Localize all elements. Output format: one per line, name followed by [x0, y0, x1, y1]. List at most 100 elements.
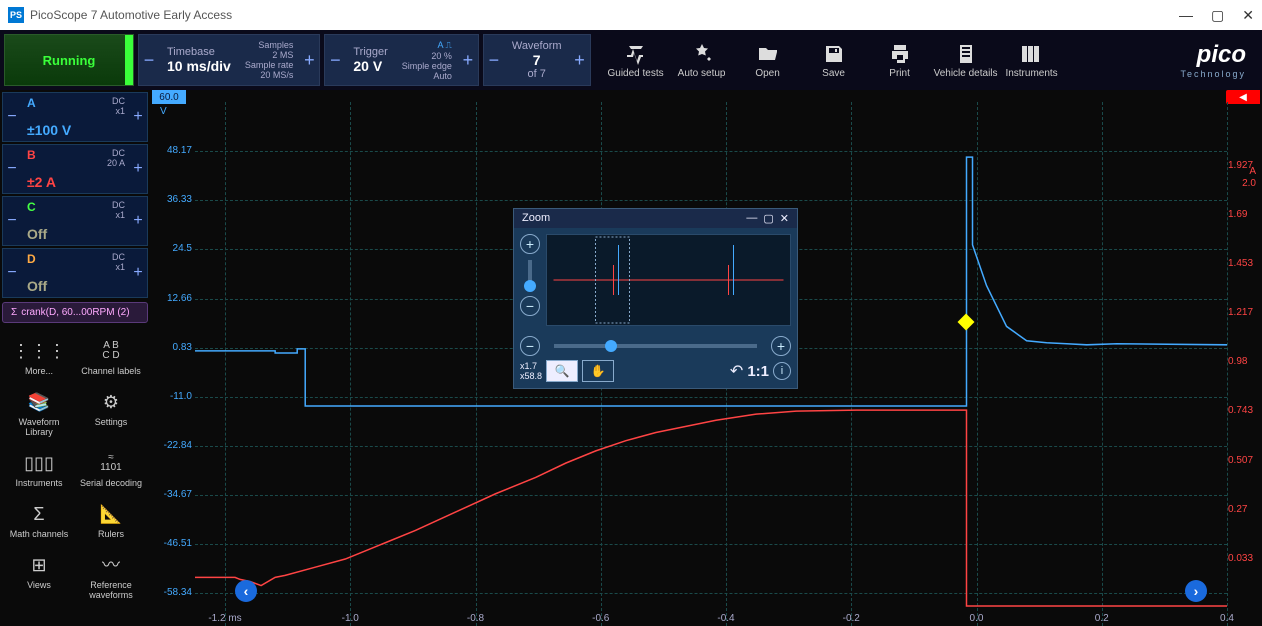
trigger-minus[interactable]: − [325, 35, 345, 85]
y-tick-a: -34.67 [152, 489, 192, 500]
zoom-pan-icon[interactable]: ✋ [582, 360, 614, 382]
minimize-button[interactable]: — [1179, 7, 1193, 24]
vehicle-details-button[interactable]: Vehicle details [933, 34, 999, 86]
zoom-slider-v[interactable] [528, 260, 532, 290]
channel-B-minus[interactable]: − [3, 145, 21, 193]
channel-c[interactable]: − C Off DCx1 + [2, 196, 148, 246]
x-tick: -1.2 ms [208, 613, 241, 624]
views-tool[interactable]: ⊞Views [4, 547, 74, 606]
trigger-marker-icon[interactable] [958, 314, 975, 331]
zoom-y-factor: x58.8 [520, 371, 542, 381]
instruments-button[interactable]: Instruments [999, 34, 1065, 86]
y-tick-b: 1.217 [1228, 307, 1260, 318]
logo-main: pico [1180, 41, 1246, 69]
save-button[interactable]: Save [801, 34, 867, 86]
channel-b[interactable]: − B ±2 A DC20 A + [2, 144, 148, 194]
timebase-plus[interactable]: + [299, 35, 319, 85]
app-icon: PS [8, 7, 24, 23]
zoom-title: Zoom [522, 212, 550, 225]
rate-value: 20 MS/s [245, 70, 294, 80]
settings-tool[interactable]: ⚙Settings [76, 384, 146, 443]
axis-b-top: 2.0 [1242, 178, 1256, 189]
waveform-num: 7 [533, 52, 541, 68]
channel-C-plus[interactable]: + [129, 197, 147, 245]
zoom-undo-icon[interactable]: ↶ [730, 361, 743, 381]
logo: pico Technology [1168, 34, 1258, 86]
x-tick: -0.2 [843, 613, 860, 624]
toolbar: Running − Timebase 10 ms/div Samples 2 M… [0, 30, 1262, 90]
zoom-slider-h[interactable] [554, 344, 757, 348]
axis-b-badge[interactable]: ◀ [1226, 90, 1260, 104]
timebase-group[interactable]: − Timebase 10 ms/div Samples 2 MS Sample… [138, 34, 320, 86]
auto-setup-button[interactable]: Auto setup [669, 34, 735, 86]
y-tick-a: -11.0 [152, 391, 192, 402]
titlebar: PS PicoScope 7 Automotive Early Access —… [0, 0, 1262, 30]
zoom-close[interactable]: ✕ [780, 212, 789, 225]
x-tick: 0.0 [970, 613, 984, 624]
reference-waveforms-tool[interactable]: 〰Reference waveforms [76, 547, 146, 606]
nav-left-button[interactable]: ‹ [235, 580, 257, 602]
guided-tests-button[interactable]: Guided tests [603, 34, 669, 86]
app-title: PicoScope 7 Automotive Early Access [30, 8, 232, 22]
instruments-tool[interactable]: ▯▯▯Instruments [4, 445, 74, 494]
channel-d[interactable]: − D Off DCx1 + [2, 248, 148, 298]
y-tick-a: 12.66 [152, 293, 192, 304]
trigger-value: 20 V [353, 58, 387, 74]
trigger-mode: Auto [402, 71, 452, 81]
channel-D-plus[interactable]: + [129, 249, 147, 297]
zoom-marquee-icon[interactable]: 🔍 [546, 360, 578, 382]
channel-C-minus[interactable]: − [3, 197, 21, 245]
close-button[interactable]: ✕ [1242, 7, 1254, 24]
rulers-tool[interactable]: 📐Rulers [76, 496, 146, 545]
nav-right-button[interactable]: › [1185, 580, 1207, 602]
zoom-maximize[interactable]: ▢ [763, 212, 773, 225]
y-tick-a: 0.83 [152, 342, 192, 353]
axis-a-badge[interactable]: 60.0 [152, 90, 186, 104]
channel-A-minus[interactable]: − [3, 93, 21, 141]
zoom-dialog[interactable]: Zoom — ▢ ✕ + − [513, 208, 798, 389]
more--tool[interactable]: ⋮⋮⋮More... [4, 333, 74, 382]
channel-B-plus[interactable]: + [129, 145, 147, 193]
zoom-info-icon[interactable]: i [773, 362, 791, 380]
y-tick-b: 1.453 [1228, 258, 1260, 269]
run-label: Running [43, 53, 96, 68]
graph-area[interactable]: 60.0 ◀ V A 2.0 48.1736.3324.512.660.83-1… [150, 90, 1262, 626]
waveform-next[interactable]: + [570, 35, 590, 85]
zoom-in-h[interactable]: + [771, 336, 791, 356]
channel-D-minus[interactable]: − [3, 249, 21, 297]
trigger-group[interactable]: − Trigger 20 V A ⎍ 20 % Simple edge Auto… [324, 34, 478, 86]
serial-decoding-tool[interactable]: ≈ 1101Serial decoding [76, 445, 146, 494]
run-button[interactable]: Running [4, 34, 134, 86]
zoom-out-v[interactable]: − [520, 296, 540, 316]
timebase-minus[interactable]: − [139, 35, 159, 85]
y-tick-b: 0.033 [1228, 553, 1260, 564]
sidebar: − A ±100 V DCx1 + − B ±2 A DC20 A + − C … [0, 90, 150, 626]
print-button[interactable]: Print [867, 34, 933, 86]
trigger-edge: Simple edge [402, 61, 452, 71]
math-channels-tool[interactable]: ΣMath channels [4, 496, 74, 545]
channel-labels-tool[interactable]: A B C DChannel labels [76, 333, 146, 382]
y-tick-a: -46.51 [152, 538, 192, 549]
y-tick-b: 0.507 [1228, 455, 1260, 466]
waveform-library-tool[interactable]: 📚Waveform Library [4, 384, 74, 443]
y-tick-a: -58.34 [152, 587, 192, 598]
sigma-icon: Σ [11, 307, 17, 318]
zoom-out-h[interactable]: − [520, 336, 540, 356]
window-controls: — ▢ ✕ [1179, 7, 1254, 24]
y-tick-a: 48.17 [152, 145, 192, 156]
zoom-preview[interactable] [546, 234, 791, 326]
trigger-label: Trigger [353, 46, 387, 58]
trigger-plus[interactable]: + [458, 35, 478, 85]
x-tick: 0.2 [1095, 613, 1109, 624]
waveform-group[interactable]: − Waveform 7 of 7 + [483, 34, 591, 86]
math-channel[interactable]: Σ crank(D, 60...00RPM (2) [2, 302, 148, 323]
channel-a[interactable]: − A ±100 V DCx1 + [2, 92, 148, 142]
zoom-minimize[interactable]: — [746, 212, 757, 225]
open-button[interactable]: Open [735, 34, 801, 86]
maximize-button[interactable]: ▢ [1211, 7, 1224, 24]
y-tick-a: 24.5 [152, 243, 192, 254]
channel-A-plus[interactable]: + [129, 93, 147, 141]
zoom-reset[interactable]: 1:1 [747, 363, 769, 380]
zoom-in-v[interactable]: + [520, 234, 540, 254]
waveform-prev[interactable]: − [484, 35, 504, 85]
